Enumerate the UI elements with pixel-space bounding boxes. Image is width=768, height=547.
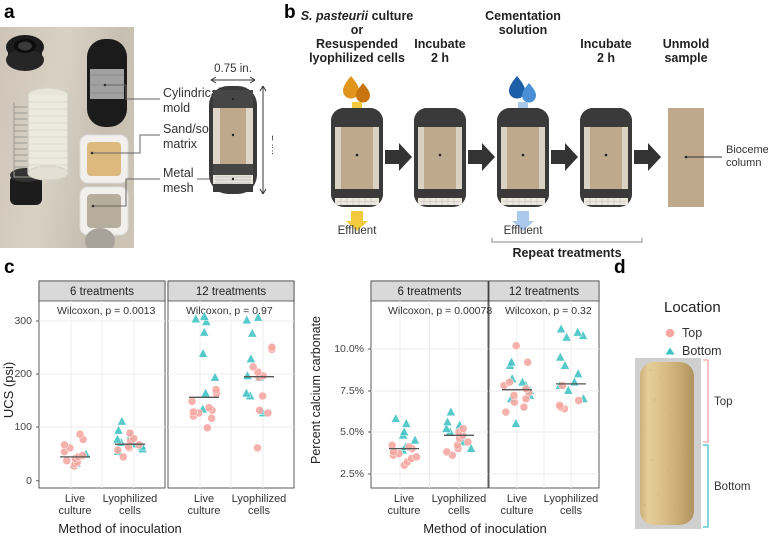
svg-text:Top: Top [682, 326, 702, 340]
svg-text:Bottom: Bottom [682, 344, 722, 358]
svg-text:Location: Location [664, 299, 721, 316]
svg-text:Bottom: Bottom [714, 481, 750, 493]
svg-text:Top: Top [714, 396, 733, 408]
